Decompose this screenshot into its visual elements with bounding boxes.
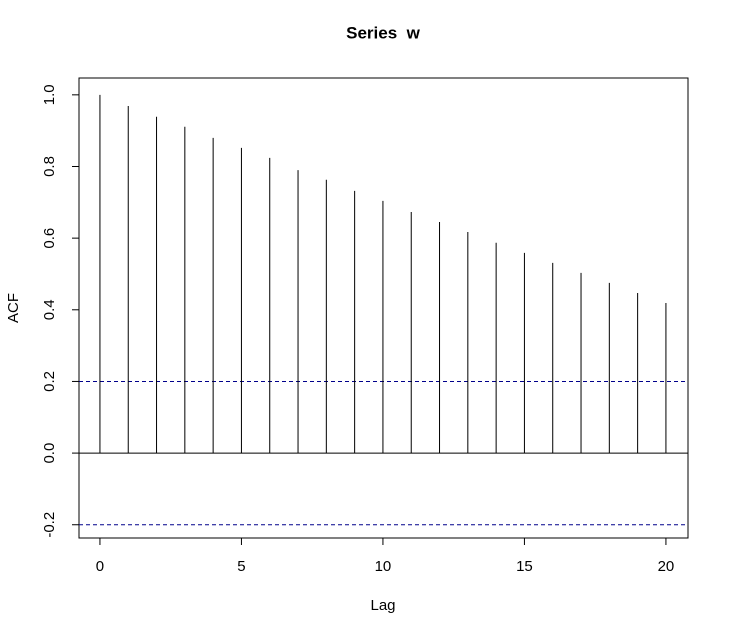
x-tick-label: 20 bbox=[658, 558, 675, 575]
y-axis-label: ACF bbox=[5, 293, 22, 323]
y-tick-label: 0.4 bbox=[41, 299, 58, 320]
plot-frame bbox=[78, 77, 689, 539]
y-tick-label: 0.8 bbox=[41, 156, 58, 177]
x-tick-label: 0 bbox=[96, 558, 104, 575]
y-tick-label: 0.0 bbox=[41, 443, 58, 464]
x-tick-label: 15 bbox=[516, 558, 533, 575]
x-axis-label: Lag bbox=[370, 597, 395, 614]
chart-title: Series w bbox=[346, 23, 420, 42]
y-tick-label: -0.2 bbox=[41, 512, 58, 538]
y-tick-label: 1.0 bbox=[41, 84, 58, 105]
y-tick-label: 0.2 bbox=[41, 371, 58, 392]
x-tick-label: 5 bbox=[237, 558, 245, 575]
x-tick-label: 10 bbox=[375, 558, 392, 575]
y-tick-label: 0.6 bbox=[41, 228, 58, 249]
